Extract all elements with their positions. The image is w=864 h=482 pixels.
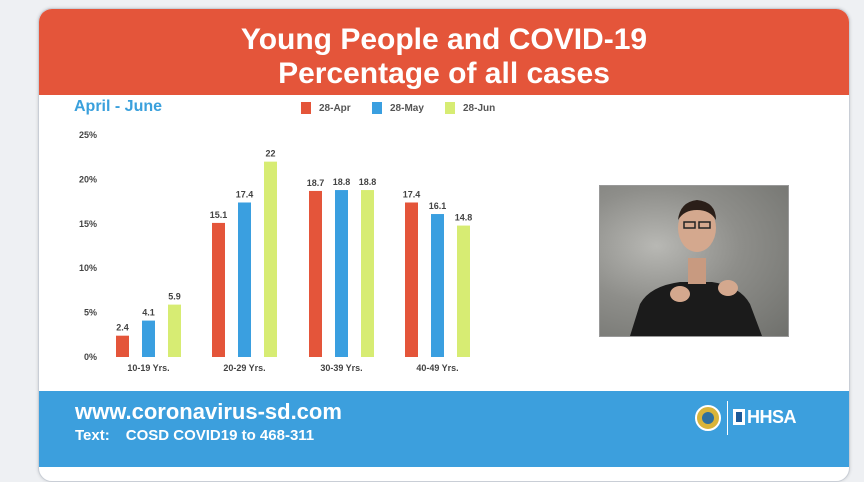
- bar-28-Apr-10-19 Yrs.: [116, 335, 129, 357]
- bar-28-Jun-20-29 Yrs.: [264, 161, 277, 357]
- data-label: 22: [265, 149, 275, 159]
- x-category-label: 10-19 Yrs.: [127, 363, 169, 373]
- legend-label-may: 28-May: [390, 102, 424, 114]
- date-range-subtitle: April - June: [74, 98, 163, 115]
- slide-footer: www.coronavirus-sd.com Text: COSD COVID19…: [39, 391, 849, 467]
- bar-28-May-10-19 Yrs.: [142, 320, 155, 357]
- data-label: 18.7: [307, 178, 325, 188]
- title-line-2: Percentage of all cases: [278, 57, 610, 90]
- bar-28-Jun-10-19 Yrs.: [168, 304, 181, 357]
- x-category-label: 20-29 Yrs.: [223, 363, 265, 373]
- county-seal-icon: [695, 405, 721, 431]
- interpreter-face: [678, 204, 716, 252]
- y-tick-label: 10%: [79, 263, 97, 273]
- interpreter-hand-left: [670, 286, 690, 302]
- interpreter-glasses-left: [683, 221, 696, 229]
- bar-chart: 0% 5% 10% 15% 20% 25% 2.4 4.1 5.9 10-19 Yrs. 15.1 1…: [79, 130, 473, 373]
- hhsa-logo-text: HHSA: [747, 407, 797, 427]
- legend-swatch-may: [372, 102, 382, 114]
- y-tick-label: 0%: [84, 352, 97, 362]
- logo-divider: [727, 401, 728, 435]
- bar-28-Jun-40-49 Yrs.: [457, 225, 470, 357]
- x-category-label: 30-39 Yrs.: [320, 363, 362, 373]
- title-line-1: Young People and COVID-19: [240, 23, 648, 56]
- legend-item-apr: 28-Apr: [301, 102, 351, 114]
- y-tick-label: 15%: [79, 219, 97, 229]
- data-label: 4.1: [142, 308, 155, 318]
- bar-28-Apr-40-49 Yrs.: [405, 202, 418, 357]
- x-category-label: 40-49 Yrs.: [416, 363, 458, 373]
- legend-item-jun: 28-Jun: [445, 102, 495, 114]
- data-label: 5.9: [168, 292, 181, 302]
- legend-swatch-jun: [445, 102, 455, 114]
- text-line: Text: COSD COVID19 to 468-311: [75, 427, 314, 444]
- interpreter-neck: [688, 258, 706, 284]
- interpreter-body: [630, 282, 762, 336]
- legend-item-may: 28-May: [372, 102, 424, 114]
- interpreter-figure: [630, 200, 762, 336]
- data-label: 17.4: [403, 189, 421, 199]
- text-value: COSD COVID19 to 468-311: [125, 427, 315, 444]
- data-label: 16.1: [429, 201, 447, 211]
- data-label: 2.4: [116, 323, 129, 333]
- slide-frame: Young People and COVID-19 Percentage of …: [38, 8, 850, 482]
- website-url[interactable]: www.coronavirus-sd.com: [75, 399, 342, 424]
- interpreter-glasses-right: [698, 221, 711, 229]
- data-label: 18.8: [333, 177, 351, 187]
- legend-label-jun: 28-Jun: [463, 102, 496, 114]
- legend-swatch-apr: [301, 102, 311, 114]
- bar-28-May-20-29 Yrs.: [238, 202, 251, 357]
- legend-label-apr: 28-Apr: [319, 102, 351, 114]
- interpreter-hair: [678, 200, 716, 220]
- y-tick-label: 20%: [79, 174, 97, 184]
- slide-header: Young People and COVID-19 Percentage of …: [39, 9, 849, 95]
- data-label: 17.4: [236, 189, 254, 199]
- bar-28-Apr-30-39 Yrs.: [309, 190, 322, 357]
- data-label: 18.8: [359, 177, 377, 187]
- y-tick-label: 5%: [84, 308, 97, 318]
- hhsa-emblem-icon: [733, 409, 745, 425]
- data-label: 15.1: [210, 210, 228, 220]
- data-label: 14.8: [455, 213, 473, 223]
- y-tick-label: 25%: [79, 130, 97, 140]
- bar-28-May-40-49 Yrs.: [431, 214, 444, 357]
- interpreter-hand-right: [718, 280, 738, 296]
- bar-28-May-30-39 Yrs.: [335, 190, 348, 357]
- bar-28-Apr-20-29 Yrs.: [212, 222, 225, 357]
- interpreter-video: [599, 185, 789, 337]
- bar-28-Jun-30-39 Yrs.: [361, 190, 374, 357]
- text-label: Text:: [75, 427, 110, 444]
